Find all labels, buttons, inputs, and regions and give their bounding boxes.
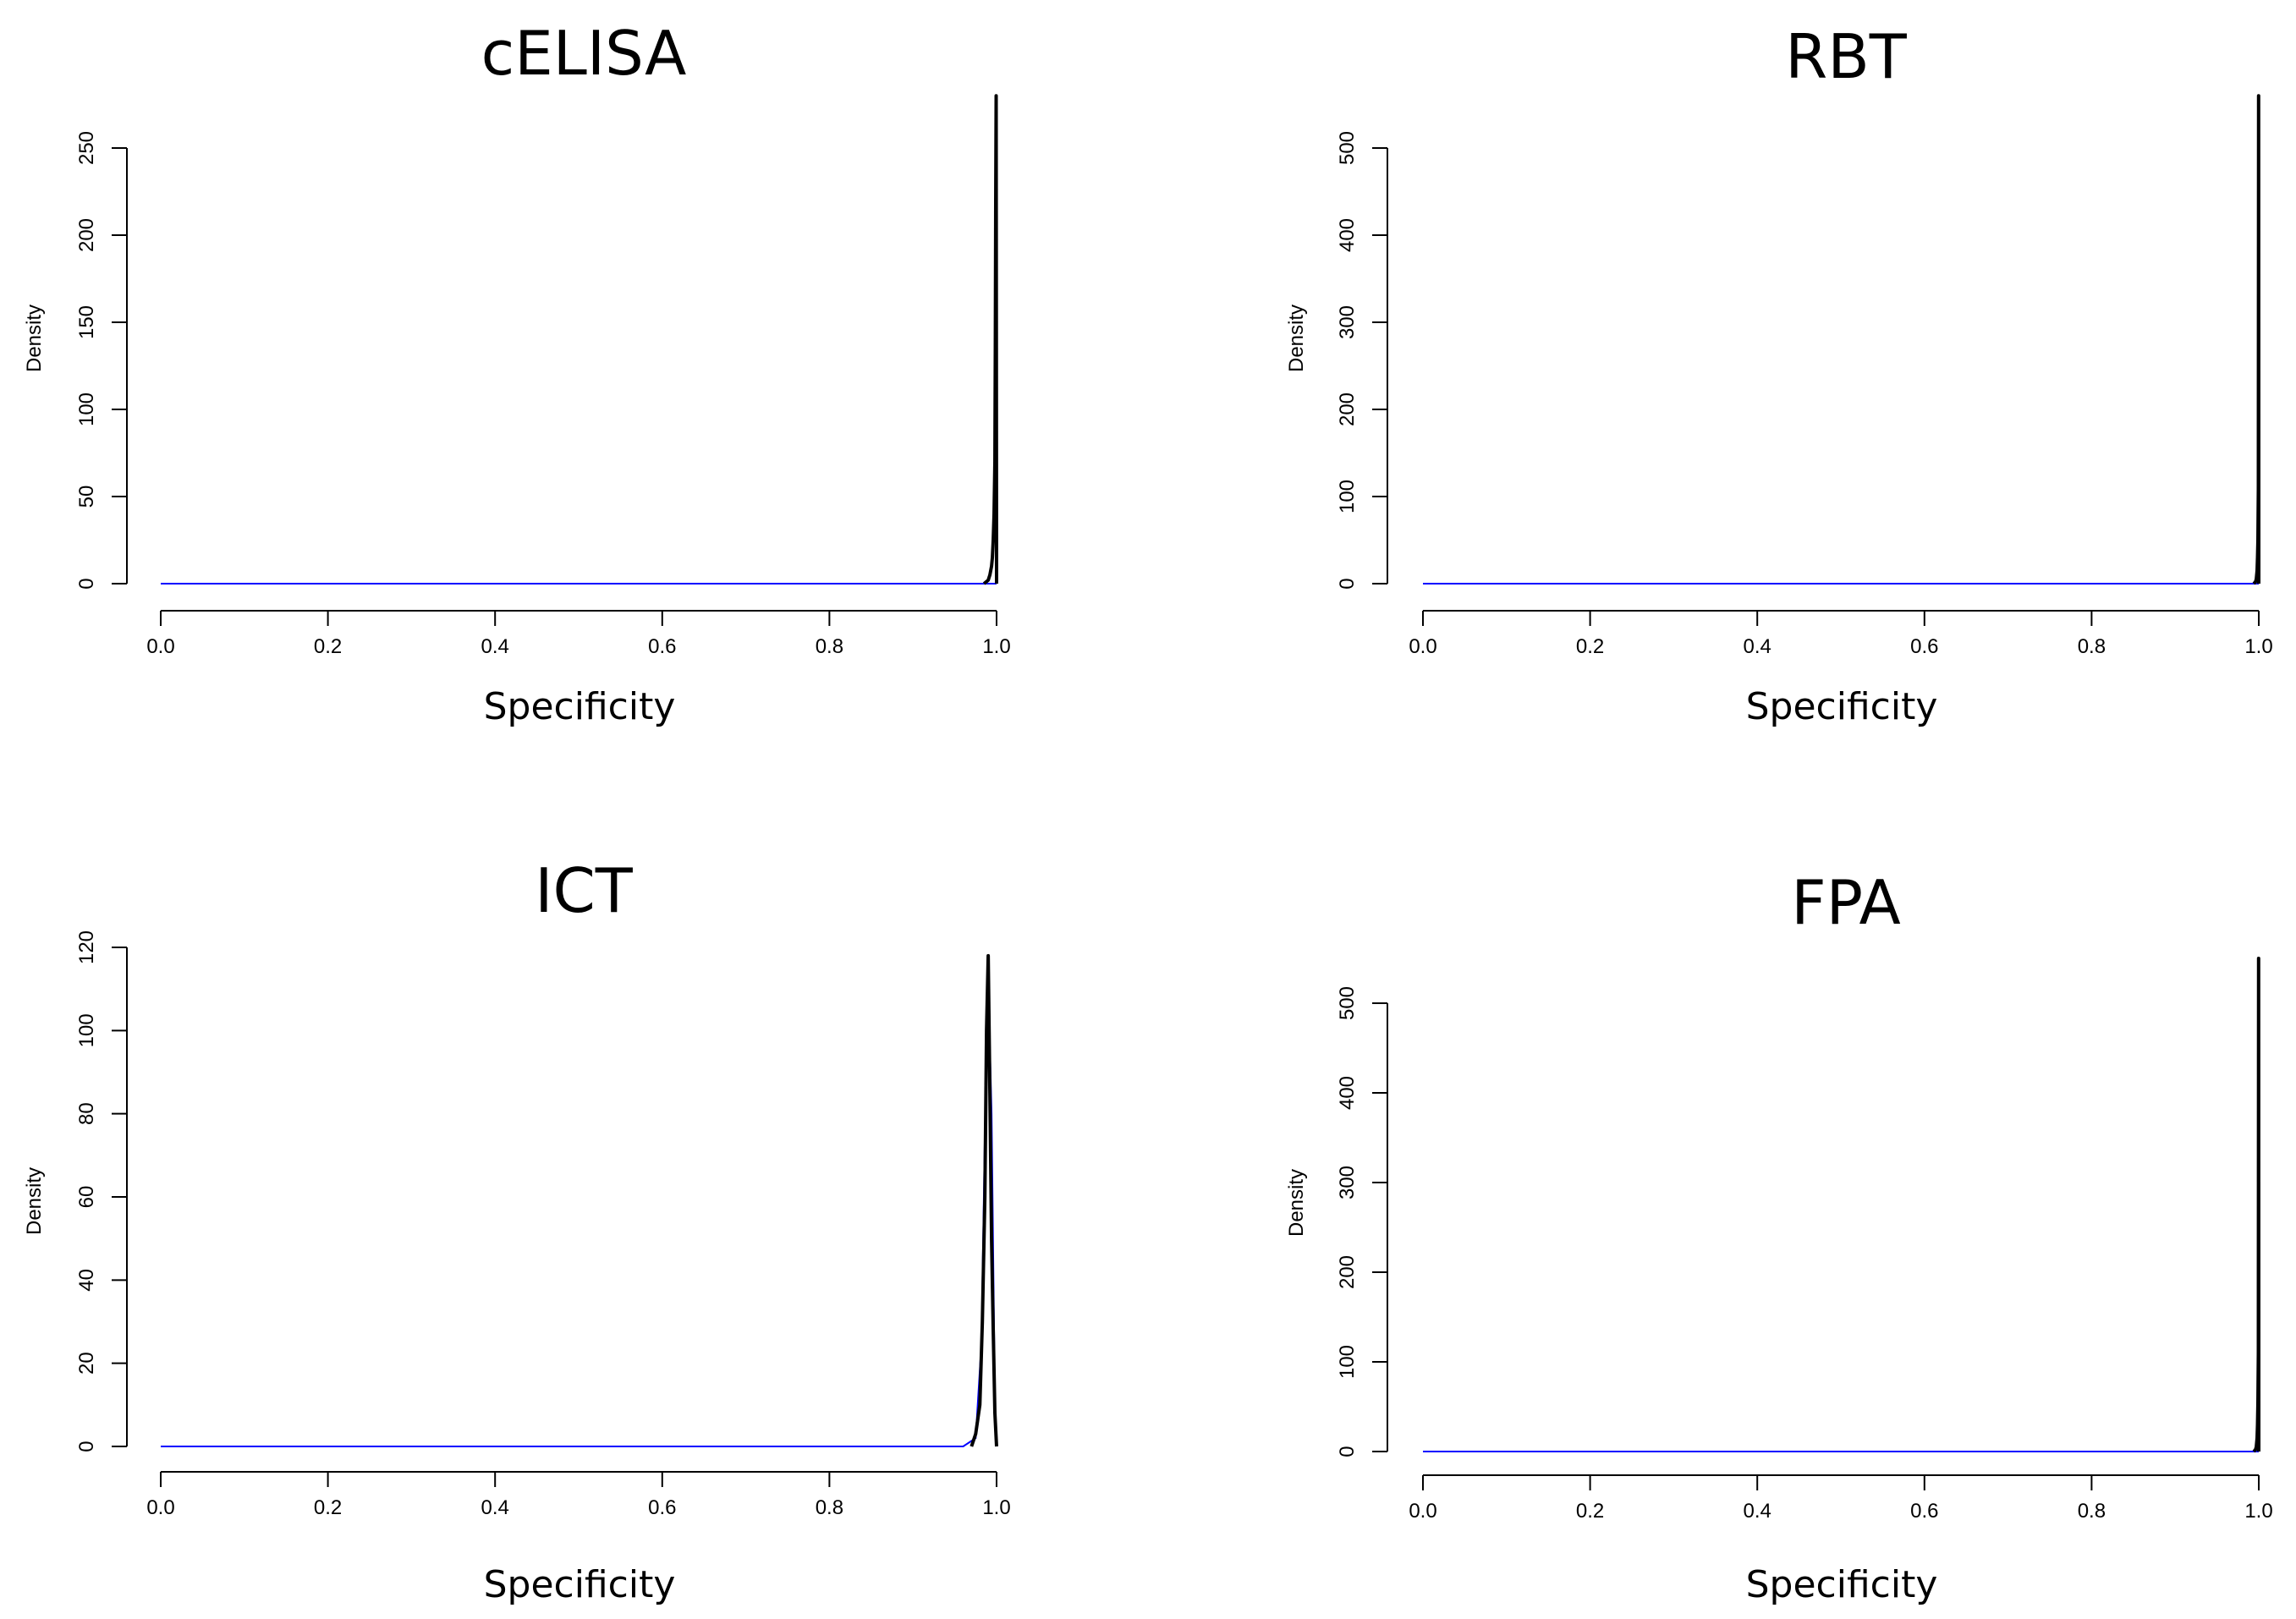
chart-3-y-tick-label: 500 [1336,986,1359,1020]
chart-0-title: cELISA [481,18,687,89]
chart-3-y-tick-label: 200 [1336,1255,1359,1289]
chart-1-y-tick-label: 400 [1336,218,1359,252]
chart-3-y-tick-label: 100 [1336,1345,1359,1379]
chart-2-x-tick-label: 0.6 [648,1496,676,1519]
chart-0-y-tick-label: 100 [75,392,98,426]
chart-2-y-tick-label: 40 [75,1269,98,1292]
chart-2-series-posterior-line [969,953,998,1447]
chart-1-x-tick-label: 0.8 [2078,635,2106,658]
chart-3-y-tick-label: 400 [1336,1076,1359,1110]
chart-1-x-tick-label: 0.4 [1744,635,1771,658]
chart-0-x-axis-label: Specificity [484,685,676,728]
chart-2-y-axis-label: Density [23,1167,46,1235]
chart-3-x-tick-label: 1.0 [2244,1500,2272,1523]
chart-1-y-tick-label: 0 [1336,578,1359,589]
chart-3-x-tick-label: 0.4 [1744,1500,1771,1523]
chart-2-y-tick-label: 0 [75,1441,98,1452]
chart-0-x-tick-label: 0.2 [314,635,342,658]
chart-1-x-tick-label: 1.0 [2244,635,2272,658]
chart-3-series-posterior-line [2252,957,2260,1453]
chart-3-x-tick-label: 0.2 [1576,1500,1604,1523]
chart-2-panel: ICT Specificity Density 0 20 40 60 80 100 120 0.0 0… [23,855,1011,1606]
chart-1-y-tick-label: 200 [1336,392,1359,426]
chart-3-y-tick-label: 300 [1336,1166,1359,1199]
chart-2-y-tick-label: 120 [75,930,98,964]
chart-2-x-tick-label: 0.4 [481,1496,509,1519]
chart-1-y-tick-label: 300 [1336,305,1359,339]
chart-0-x-tick-label: 0.6 [648,635,676,658]
chart-1-title: RBT [1785,21,1907,92]
chart-1-x-axis-label: Specificity [1746,685,1938,728]
chart-2-title: ICT [535,855,634,926]
chart-3-panel: FPA Specificity Density 0 100 200 300 400 500 0.0… [1285,867,2273,1606]
chart-2-y-tick-label: 100 [75,1013,98,1047]
chart-1-panel: RBT Specificity Density 0 100 200 300 400 500 0.0… [1285,21,2273,728]
chart-1-y-tick-label: 500 [1336,131,1359,165]
chart-2-x-tick-label: 0.8 [816,1496,843,1519]
chart-2-x-axis-label: Specificity [484,1563,676,1606]
chart-2-y-tick-label: 20 [75,1352,98,1375]
chart-3-x-axis-label: Specificity [1746,1563,1938,1606]
chart-0-series-posterior-line [982,94,998,585]
chart-0-y-tick-label: 150 [75,305,98,339]
chart-1-y-tick-label: 100 [1336,480,1359,513]
chart-0-y-tick-label: 0 [75,578,98,589]
chart-1-x-tick-label: 0.6 [1910,635,1938,658]
chart-3-y-tick-label: 0 [1336,1446,1359,1457]
chart-3-title: FPA [1791,867,1900,938]
chart-0-x-tick-label: 0.0 [146,635,174,658]
chart-2-y-tick-label: 60 [75,1186,98,1209]
chart-1-y-axis-label: Density [1285,305,1308,372]
chart-0-x-tick-label: 0.8 [816,635,843,658]
chart-0-x-tick-label: 0.4 [481,635,509,658]
chart-2-y-tick-label: 80 [75,1102,98,1125]
chart-3-x-tick-label: 0.8 [2078,1500,2106,1523]
chart-1-x-tick-label: 0.0 [1409,635,1436,658]
chart-0-y-tick-label: 200 [75,218,98,252]
chart-2-x-tick-label: 0.2 [314,1496,342,1519]
chart-1-series-posterior-line [2252,94,2260,585]
chart-0-panel: cELISA Specificity Density 0 50 100 150 200 250 0… [23,18,1011,728]
chart-0-y-tick-label: 250 [75,131,98,165]
chart-3-y-axis-label: Density [1285,1169,1308,1237]
chart-0-x-tick-label: 1.0 [982,635,1010,658]
chart-3-x-tick-label: 0.6 [1910,1500,1938,1523]
chart-2-x-tick-label: 1.0 [982,1496,1010,1519]
chart-0-y-axis-label: Density [23,305,46,372]
chart-0-y-tick-label: 50 [75,486,98,508]
chart-2-x-tick-label: 0.0 [146,1496,174,1519]
chart-3-x-tick-label: 0.0 [1409,1500,1436,1523]
chart-1-x-tick-label: 0.2 [1576,635,1604,658]
